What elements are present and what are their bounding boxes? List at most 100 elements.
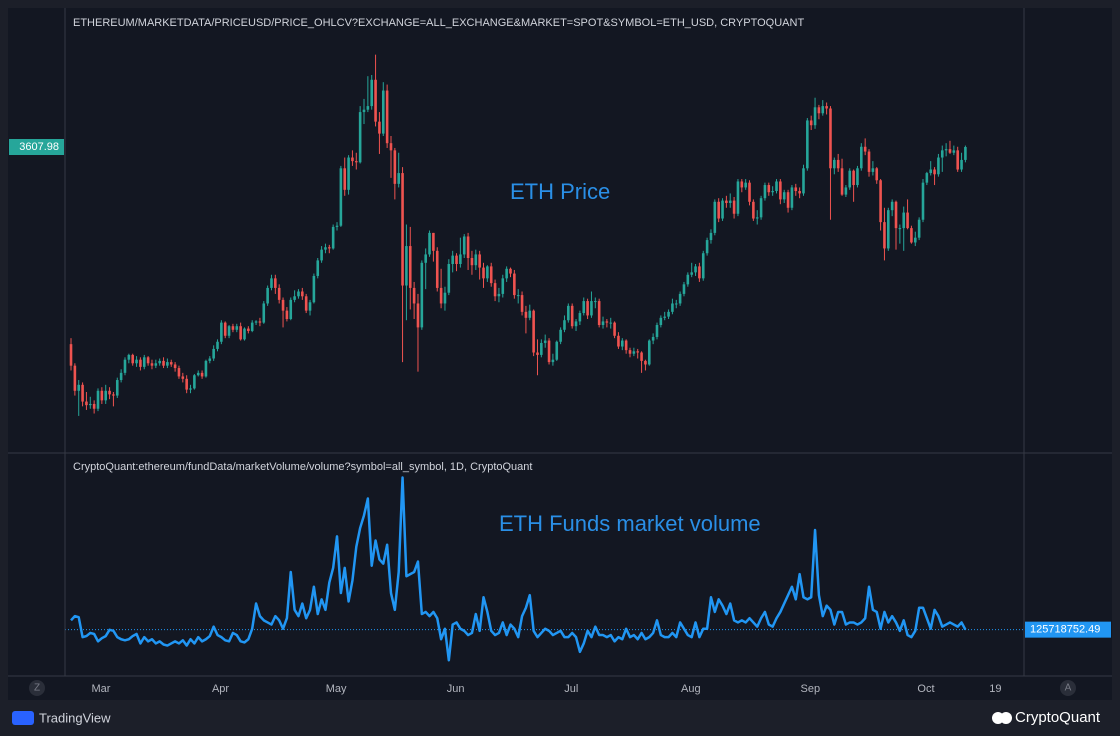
x-tick-label: Aug bbox=[681, 683, 701, 695]
candle-body bbox=[686, 274, 690, 285]
corner-button-label[interactable]: Z bbox=[34, 683, 40, 694]
candle-body bbox=[189, 388, 192, 390]
candle-body bbox=[150, 363, 154, 366]
price-pane-title: ETHEREUM/MARKETDATA/PRICEUSD/PRICE_OHLCV… bbox=[73, 17, 804, 29]
candle-body bbox=[474, 254, 478, 266]
candle-body bbox=[536, 352, 539, 355]
candle-body bbox=[736, 181, 740, 214]
candle-body bbox=[844, 187, 848, 195]
candle-body bbox=[817, 107, 821, 114]
candle-body bbox=[416, 303, 420, 328]
candle-body bbox=[563, 320, 566, 330]
corner-button[interactable] bbox=[29, 680, 45, 696]
x-tick-label: Oct bbox=[917, 683, 934, 695]
cryptoquant-logo[interactable]: CryptoQuant bbox=[992, 709, 1101, 726]
candle-body bbox=[813, 107, 817, 126]
last-value-label: 125718752.49 bbox=[1030, 624, 1100, 636]
candle-body bbox=[659, 317, 663, 326]
candle-body bbox=[250, 322, 254, 331]
candle-body bbox=[740, 181, 744, 188]
candle-body bbox=[632, 351, 636, 354]
candle-body bbox=[432, 232, 435, 251]
corner-button-label[interactable]: A bbox=[1065, 683, 1072, 694]
volume-annotation: ETH Funds market volume bbox=[499, 511, 761, 536]
candle-body bbox=[266, 287, 269, 304]
candle-body bbox=[520, 295, 524, 312]
candle-body bbox=[940, 150, 944, 158]
candle-body bbox=[540, 342, 543, 355]
candle-body bbox=[401, 173, 404, 286]
tradingview-logo[interactable]: TradingView bbox=[12, 710, 111, 725]
candle-body bbox=[212, 348, 215, 359]
candle-body bbox=[790, 187, 794, 208]
candle-body bbox=[366, 106, 370, 110]
cryptoquant-brand: CryptoQuant bbox=[1015, 709, 1101, 726]
candle-body bbox=[85, 401, 88, 406]
candle-body bbox=[867, 151, 871, 172]
candle-body bbox=[952, 150, 956, 153]
candle-body bbox=[705, 240, 709, 254]
candle-body bbox=[948, 149, 952, 153]
candle-body bbox=[104, 390, 108, 401]
candle-body bbox=[227, 326, 231, 336]
candle-body bbox=[574, 321, 578, 327]
x-tick-label: 19 bbox=[989, 683, 1001, 695]
candle-body bbox=[489, 266, 493, 284]
last-price-label: 3607.98 bbox=[19, 141, 59, 153]
candle-body bbox=[651, 336, 655, 341]
candle-body bbox=[667, 311, 670, 317]
candle-body bbox=[721, 200, 724, 219]
candle-body bbox=[166, 362, 169, 366]
candle-body bbox=[871, 168, 875, 172]
candle-body bbox=[181, 376, 185, 379]
corner-button[interactable] bbox=[1060, 680, 1076, 696]
cryptoquant-icon bbox=[1000, 712, 1012, 724]
candle-body bbox=[119, 372, 123, 381]
candle-body bbox=[883, 222, 886, 249]
candle-body bbox=[794, 187, 798, 192]
candle-body bbox=[567, 305, 570, 321]
x-tick-label: Mar bbox=[92, 683, 111, 695]
candle-body bbox=[92, 403, 96, 409]
candle-body bbox=[671, 303, 674, 312]
candle-body bbox=[528, 310, 532, 318]
candle-body bbox=[694, 266, 697, 273]
candle-body bbox=[516, 295, 520, 297]
candle-body bbox=[204, 360, 208, 377]
candle-body bbox=[139, 359, 142, 367]
candle-body bbox=[289, 299, 293, 320]
candle-body bbox=[281, 299, 285, 311]
candle-body bbox=[551, 359, 555, 363]
candle-body bbox=[775, 181, 778, 192]
candle-body bbox=[462, 236, 466, 255]
candle-body bbox=[447, 263, 451, 293]
candle-body bbox=[96, 390, 100, 409]
candle-body bbox=[177, 368, 181, 377]
candle-body bbox=[836, 159, 840, 169]
candle-body bbox=[455, 255, 458, 264]
candle-body bbox=[767, 185, 771, 193]
candle-body bbox=[335, 225, 339, 227]
candle-body bbox=[690, 272, 693, 275]
candle-body bbox=[655, 325, 659, 337]
candle-body bbox=[617, 335, 620, 347]
volume-pane-title: CryptoQuant:ethereum/fundData/marketVolu… bbox=[73, 461, 532, 473]
candle-body bbox=[135, 359, 138, 364]
candle-body bbox=[123, 359, 127, 373]
candle-body bbox=[647, 340, 651, 365]
candle-body bbox=[663, 316, 667, 318]
tradingview-brand: TradingView bbox=[39, 710, 111, 725]
candle-body bbox=[624, 340, 628, 351]
candle-body bbox=[220, 322, 223, 342]
candle-body bbox=[412, 287, 416, 304]
candle-body bbox=[937, 157, 940, 175]
candle-body bbox=[439, 287, 443, 304]
candle-body bbox=[809, 120, 813, 126]
candle-body bbox=[381, 90, 385, 134]
volume-line bbox=[70, 476, 967, 662]
candle-body bbox=[173, 364, 177, 369]
candle-body bbox=[960, 159, 963, 170]
candle-body bbox=[142, 357, 146, 367]
candle-body bbox=[200, 372, 204, 377]
